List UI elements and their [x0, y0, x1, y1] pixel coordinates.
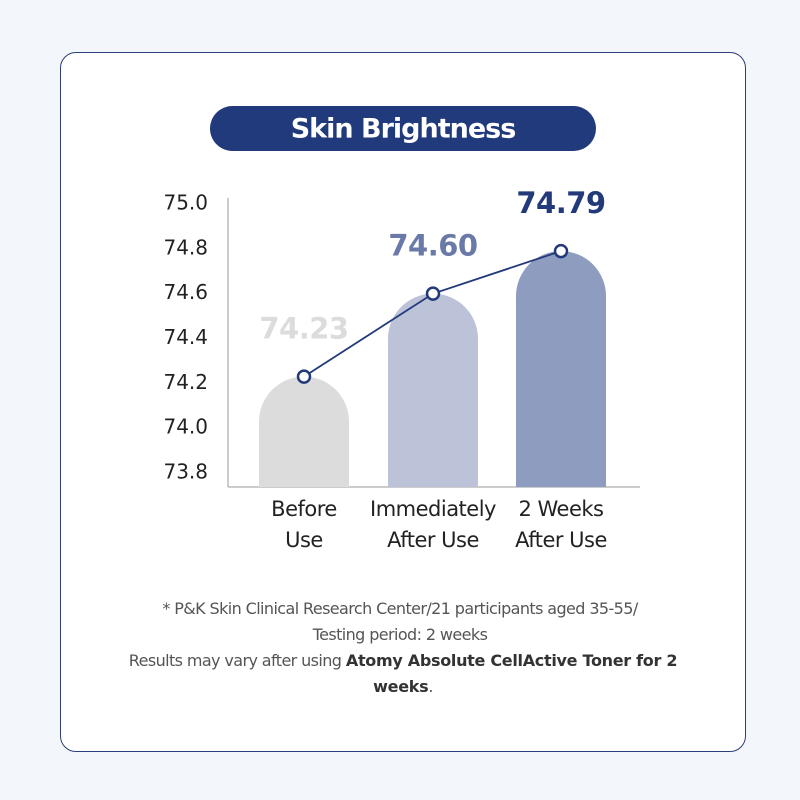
footnote-line: Results may vary after using Atomy Absol… [118, 648, 688, 700]
y-tick-label: 74.6 [163, 280, 208, 304]
value-label: 74.79 [516, 186, 605, 220]
trend-point [553, 243, 569, 259]
footnote-text: . [428, 677, 433, 696]
title-pill [210, 106, 596, 151]
y-tick-label: 74.4 [163, 325, 208, 349]
footnote-product: Atomy Absolute CellActive Toner for 2 we… [345, 651, 678, 696]
value-label: 74.23 [259, 312, 348, 346]
footnote-text: Results may vary after using [128, 651, 346, 670]
chart-title: Skin Brightness [291, 114, 516, 145]
x-tick-label: 2 Weeks After Use [515, 497, 607, 552]
x-tick-label: Before Use [271, 497, 337, 552]
y-tick-label: 75.0 [163, 191, 208, 215]
x-tick-label: Immediately After Use [370, 497, 496, 552]
trend-point [425, 286, 441, 301]
footnote-line: * P&K Skin Clinical Research Center/21 p… [162, 599, 638, 618]
y-tick-label: 73.8 [163, 460, 208, 484]
trend-point [296, 369, 312, 384]
footnote-line: Testing period: 2 weeks [312, 625, 488, 644]
y-tick-label: 74.2 [163, 370, 208, 394]
bar [516, 251, 606, 487]
value-label: 74.60 [388, 229, 477, 263]
y-tick-label: 74.8 [163, 235, 208, 259]
bar [388, 293, 479, 487]
y-tick-label: 74.0 [163, 415, 208, 439]
bar [259, 376, 349, 487]
